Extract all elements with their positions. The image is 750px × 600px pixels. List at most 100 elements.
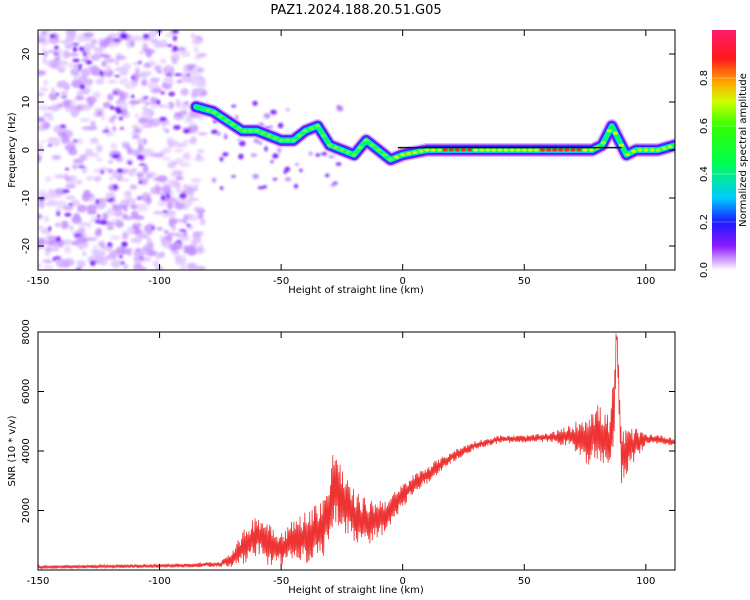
noise-blob xyxy=(116,100,121,104)
noise-blob xyxy=(130,210,139,220)
ridge-peak xyxy=(412,150,418,154)
ridge-peak xyxy=(448,148,454,152)
noise-blob xyxy=(187,213,194,221)
ridge-peak xyxy=(582,148,588,152)
noise-blob xyxy=(136,203,148,212)
noise-blob xyxy=(123,206,128,213)
colorbar-tick-label: 0.2 xyxy=(699,214,710,230)
y-tick-label: 6000 xyxy=(21,379,32,404)
noise-blob xyxy=(86,237,98,241)
noise-blob xyxy=(38,117,46,123)
noise-blob xyxy=(38,155,42,163)
noise-blob-strong xyxy=(48,226,52,232)
x-tick-label: -150 xyxy=(27,276,50,287)
noise-blob xyxy=(193,187,198,192)
noise-blob xyxy=(132,62,139,66)
noise-blob-mid xyxy=(315,153,321,157)
noise-blob-mid xyxy=(277,122,284,129)
noise-blob xyxy=(176,50,189,54)
noise-blob-strong xyxy=(113,38,121,42)
ridge-peak xyxy=(223,118,229,122)
noise-blob xyxy=(116,246,126,255)
ridge-peak xyxy=(667,145,673,149)
ridge-peak xyxy=(381,153,388,157)
ridge-peak xyxy=(424,148,430,152)
noise-blob xyxy=(165,32,170,38)
noise-blob xyxy=(38,200,45,209)
noise-blob xyxy=(183,101,190,105)
noise-blob xyxy=(157,70,162,74)
noise-blob-mid xyxy=(252,173,259,180)
noise-blob xyxy=(94,202,103,209)
ridge-peak xyxy=(661,146,667,150)
noise-blob-strong xyxy=(118,116,124,121)
spectrogram-ylabel: Frequency (Hz) xyxy=(7,112,18,188)
noise-blob xyxy=(124,81,136,90)
noise-blob-mid xyxy=(295,162,299,166)
noise-blob xyxy=(110,259,122,268)
noise-blob xyxy=(136,137,144,146)
noise-blob xyxy=(186,186,192,193)
noise-blob xyxy=(138,51,145,55)
noise-blob-mid xyxy=(211,129,218,134)
noise-blob-strong xyxy=(160,195,166,201)
noise-blob xyxy=(160,239,168,247)
ridge-peak xyxy=(473,148,479,152)
noise-blob-mid xyxy=(330,183,336,187)
noise-blob-strong xyxy=(172,35,178,41)
noise-blob xyxy=(38,37,47,43)
ridge-peak xyxy=(467,148,473,152)
noise-blob-strong xyxy=(138,180,143,184)
noise-blob-strong xyxy=(115,108,123,114)
noise-blob-mid xyxy=(222,152,229,157)
noise-blob-strong xyxy=(118,255,123,259)
noise-blob xyxy=(176,79,183,84)
noise-blob xyxy=(92,91,102,99)
x-tick-label: -150 xyxy=(27,576,50,587)
noise-blob xyxy=(191,38,202,46)
noise-blob xyxy=(75,162,85,166)
noise-blob xyxy=(194,87,203,97)
noise-blob xyxy=(78,222,90,227)
noise-blob xyxy=(158,251,165,258)
noise-blob xyxy=(176,142,185,148)
noise-blob xyxy=(163,229,169,234)
ridge-peak xyxy=(345,150,351,154)
noise-blob xyxy=(64,43,74,49)
noise-blob-mid xyxy=(283,170,287,174)
noise-blob xyxy=(62,205,74,211)
ridge-peak xyxy=(229,122,236,126)
y-tick-label: 10 xyxy=(21,96,32,109)
noise-blob xyxy=(121,141,128,146)
noise-blob xyxy=(184,117,193,124)
noise-blob-strong xyxy=(113,91,118,95)
noise-blob xyxy=(164,65,174,70)
x-tick-label: 100 xyxy=(636,276,655,287)
ridge-peak xyxy=(606,129,613,133)
noise-blob xyxy=(174,148,184,153)
noise-blob xyxy=(86,175,94,181)
noise-blob xyxy=(129,184,138,190)
noise-blob xyxy=(131,73,140,83)
noise-blob xyxy=(78,227,86,234)
noise-blob-mid xyxy=(284,166,291,172)
ridge-peak xyxy=(351,153,357,157)
noise-blob xyxy=(199,218,206,226)
noise-blob xyxy=(131,124,140,130)
noise-blob-strong xyxy=(100,169,104,175)
noise-blob-strong xyxy=(102,130,111,133)
noise-blob xyxy=(55,258,66,267)
noise-blob xyxy=(96,227,102,233)
noise-blob xyxy=(51,156,61,160)
noise-blob xyxy=(64,245,72,254)
noise-blob-strong xyxy=(83,51,87,57)
noise-blob-strong xyxy=(151,226,155,230)
noise-blob-strong xyxy=(120,127,124,130)
noise-blob xyxy=(62,99,72,108)
noise-blob xyxy=(55,222,60,228)
noise-blob-mid xyxy=(263,113,271,119)
colorbar-tick-label: 0.4 xyxy=(699,166,710,182)
noise-blob xyxy=(63,50,70,59)
noise-blob-mid xyxy=(252,100,258,106)
noise-blob xyxy=(114,67,121,72)
